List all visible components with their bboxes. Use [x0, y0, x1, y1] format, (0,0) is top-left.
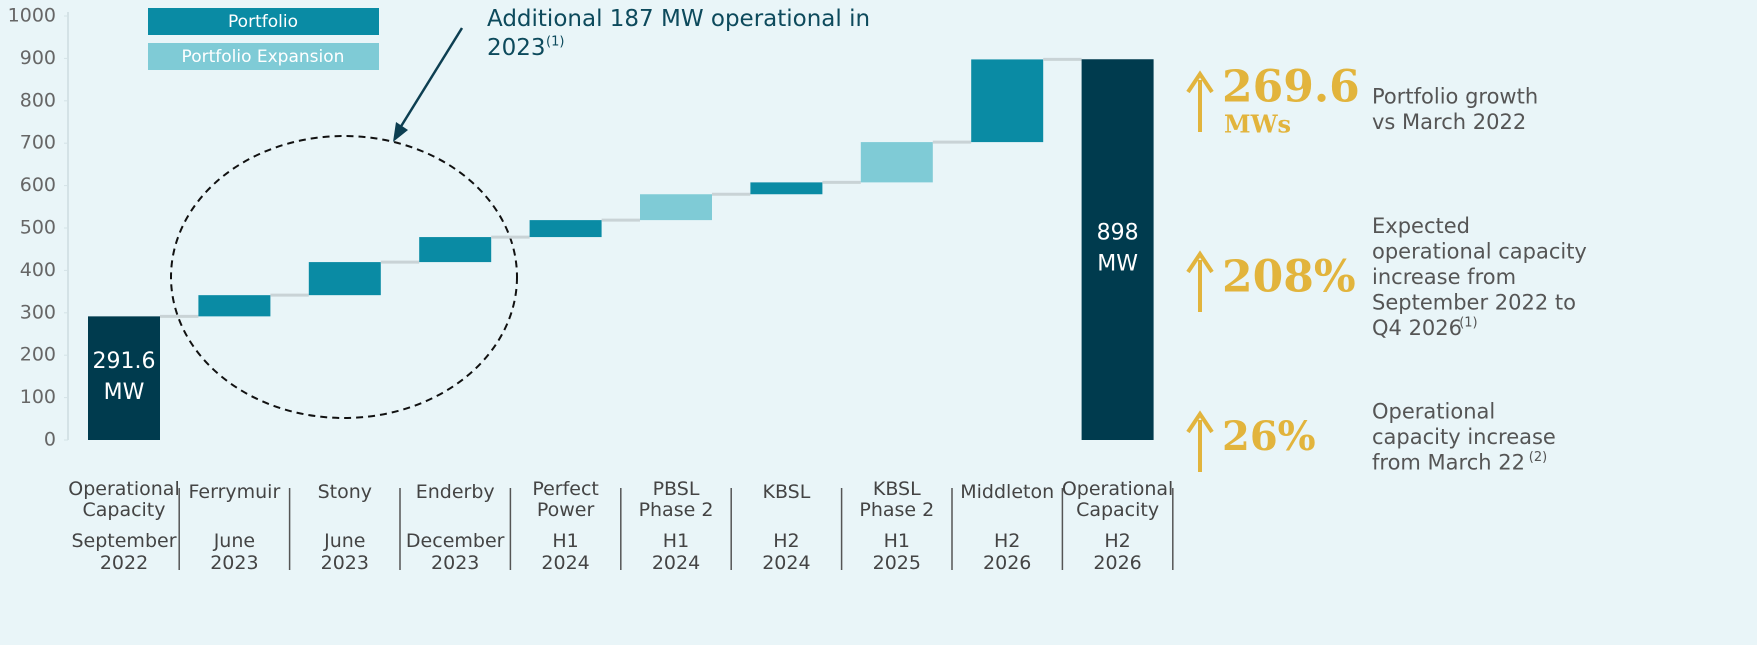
- arrow-head: [1186, 250, 1214, 274]
- arrow-head: [1186, 410, 1214, 434]
- legend-swatch: [148, 8, 379, 35]
- x-tick-period: June 2023: [321, 530, 369, 574]
- bar: [308, 262, 381, 296]
- y-tick-label: 500: [20, 217, 56, 239]
- x-tick-period: H2 2026: [1093, 530, 1141, 574]
- arrow-head: [1186, 70, 1214, 94]
- x-tick-period: H2 2024: [762, 530, 810, 574]
- x-tick-label: Middleton: [960, 481, 1054, 503]
- highlight-text: Expected operational capacity increase fro…: [1372, 214, 1587, 340]
- highlight-text: Portfolio growth vs March 2022: [1372, 84, 1538, 134]
- highlight-note: (1): [1459, 316, 1477, 331]
- annotation-arrowhead: [393, 122, 408, 142]
- annotation-note: (1): [546, 35, 564, 50]
- value-label: 291.6 MW: [93, 349, 156, 405]
- annotation-arrow: [398, 27, 464, 129]
- x-tick-label: Ferrymuir: [189, 481, 281, 503]
- x-tick-period: H2 2026: [983, 530, 1031, 574]
- x-tick-label: Operational Capacity: [68, 478, 179, 521]
- bar: [198, 295, 271, 317]
- x-tick-period: September 2022: [71, 530, 176, 574]
- value-label: 898 MW: [1097, 221, 1139, 277]
- y-tick-label: 300: [20, 301, 56, 323]
- bar: [860, 142, 933, 183]
- bar: [971, 59, 1044, 143]
- highlight-note: (2): [1529, 450, 1547, 465]
- bar: [1081, 59, 1154, 441]
- highlight-text: Operational capacity increase from March 2…: [1372, 400, 1556, 475]
- bar: [640, 194, 712, 221]
- x-tick-period: December 2023: [406, 530, 505, 574]
- y-tick-label: 400: [20, 259, 56, 281]
- y-tick-label: 0: [44, 429, 56, 451]
- y-tick-label: 600: [20, 174, 56, 196]
- x-tick-label: KBSL Phase 2: [859, 478, 934, 521]
- bar: [529, 220, 602, 238]
- y-tick-label: 200: [20, 344, 56, 366]
- legend-label: Portfolio: [228, 12, 298, 32]
- x-tick-period: H1 2025: [873, 530, 921, 574]
- x-tick-period: H1 2024: [652, 530, 700, 574]
- highlight-value: 26%: [1222, 413, 1316, 460]
- y-tick-label: 1000: [8, 5, 56, 27]
- y-tick-label: 100: [20, 386, 56, 408]
- highlight-value: 208%: [1222, 252, 1356, 303]
- y-tick-label: 800: [20, 89, 56, 111]
- highlight-value: 269.6: [1222, 62, 1360, 113]
- highlight-unit: MWs: [1224, 110, 1291, 139]
- x-tick-label: Perfect Power: [532, 478, 599, 521]
- x-tick-label: Operational Capacity: [1062, 478, 1173, 521]
- x-tick-period: H1 2024: [541, 530, 589, 574]
- x-tick-label: KBSL: [762, 481, 810, 503]
- bar: [419, 237, 492, 263]
- x-tick-label: Enderby: [416, 481, 495, 503]
- annotation: Additional 187 MW operational in 2023: [487, 6, 870, 61]
- x-tick-label: Stony: [318, 481, 372, 503]
- x-tick-period: June 2023: [210, 530, 258, 574]
- highlight-ellipse: [170, 135, 518, 419]
- y-tick-label: 900: [20, 47, 56, 69]
- x-tick-label: PBSL Phase 2: [639, 478, 714, 521]
- y-tick-label: 700: [20, 132, 56, 154]
- bar: [750, 182, 823, 195]
- bar: [88, 316, 160, 440]
- legend-label: Portfolio Expansion: [182, 47, 345, 67]
- legend-swatch: [148, 43, 379, 70]
